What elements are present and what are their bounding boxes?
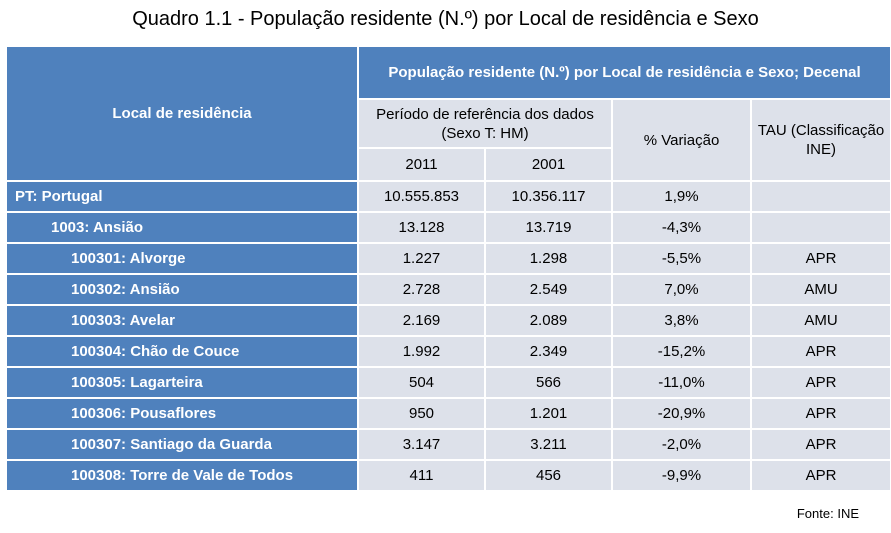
cell: 456: [484, 459, 613, 492]
cell: 1.298: [484, 242, 613, 275]
header-year: 2001: [484, 147, 613, 182]
table-row: 100306: Pousaflores 950 1.201 -20,9% APR: [5, 397, 891, 430]
cell: APR: [749, 459, 891, 492]
row-label: 1003: Ansião: [5, 211, 359, 244]
cell: 1.992: [357, 335, 486, 368]
cell: [749, 211, 891, 244]
cell: 2.089: [484, 304, 613, 337]
row-label: 100303: Avelar: [5, 304, 359, 337]
cell: 1,9%: [611, 180, 752, 213]
row-label: 100306: Pousaflores: [5, 397, 359, 430]
cell: 13.128: [357, 211, 486, 244]
row-label: 100308: Torre de Vale de Todos: [5, 459, 359, 492]
header-period: Período de referência dos dados (Sexo T:…: [357, 98, 613, 149]
cell: -9,9%: [611, 459, 752, 492]
table-row: 100302: Ansião 2.728 2.549 7,0% AMU: [5, 273, 891, 306]
row-label: 100302: Ansião: [5, 273, 359, 306]
cell: -5,5%: [611, 242, 752, 275]
table-row: PT: Portugal 10.555.853 10.356.117 1,9%: [5, 180, 891, 213]
data-table: Local de residência População residente …: [5, 45, 891, 492]
cell: AMU: [749, 273, 891, 306]
header-main: População residente (N.º) por Local de r…: [356, 45, 891, 100]
table-row: 100304: Chão de Couce 1.992 2.349 -15,2% APR: [5, 335, 891, 368]
cell: 10.356.117: [484, 180, 613, 213]
header-tau: TAU (Classificação INE): [749, 98, 891, 182]
row-label: 100305: Lagarteira: [5, 366, 359, 399]
header-year: 2011: [357, 147, 486, 182]
cell: 10.555.853: [357, 180, 486, 213]
cell: AMU: [749, 304, 891, 337]
cell: -2,0%: [611, 428, 752, 461]
header-variation: % Variação: [611, 98, 752, 182]
cell: 411: [357, 459, 486, 492]
cell: 3.211: [484, 428, 613, 461]
cell: 3.147: [357, 428, 486, 461]
cell: 2.169: [357, 304, 486, 337]
cell: 566: [484, 366, 613, 399]
cell: APR: [749, 428, 891, 461]
title: Quadro 1.1 - População residente (N.º) p…: [132, 8, 759, 30]
cell: -4,3%: [611, 211, 752, 244]
header-local: Local de residência: [5, 45, 359, 182]
row-label: 100304: Chão de Couce: [5, 335, 359, 368]
cell: 13.719: [484, 211, 613, 244]
cell: 2.349: [484, 335, 613, 368]
row-label: 100307: Santiago da Guarda: [5, 428, 359, 461]
cell: 2.728: [357, 273, 486, 306]
cell: APR: [749, 397, 891, 430]
cell: APR: [749, 242, 891, 275]
cell: 3,8%: [611, 304, 752, 337]
cell: APR: [749, 366, 891, 399]
row-label: PT: Portugal: [5, 180, 359, 213]
cell: 1.201: [484, 397, 613, 430]
source: Fonte: INE: [796, 506, 859, 521]
table-row: 100307: Santiago da Guarda 3.147 3.211 -2,0…: [5, 428, 891, 461]
table-row: 100301: Alvorge 1.227 1.298 -5,5% APR: [5, 242, 891, 275]
cell: -11,0%: [611, 366, 752, 399]
cell: -15,2%: [611, 335, 752, 368]
row-label: 100301: Alvorge: [5, 242, 359, 275]
table-row: 100308: Torre de Vale de Todos 411 456 -9,9…: [5, 459, 891, 492]
cell: APR: [749, 335, 891, 368]
cell: 1.227: [357, 242, 486, 275]
table-row: 100305: Lagarteira 504 566 -11,0% APR: [5, 366, 891, 399]
cell: 504: [357, 366, 486, 399]
table-row: 100303: Avelar 2.169 2.089 3,8% AMU: [5, 304, 891, 337]
cell: [749, 180, 891, 213]
cell: -20,9%: [611, 397, 752, 430]
cell: 2.549: [484, 273, 613, 306]
table-row: 1003: Ansião 13.128 13.719 -4,3%: [5, 211, 891, 244]
cell: 950: [357, 397, 486, 430]
cell: 7,0%: [611, 273, 752, 306]
